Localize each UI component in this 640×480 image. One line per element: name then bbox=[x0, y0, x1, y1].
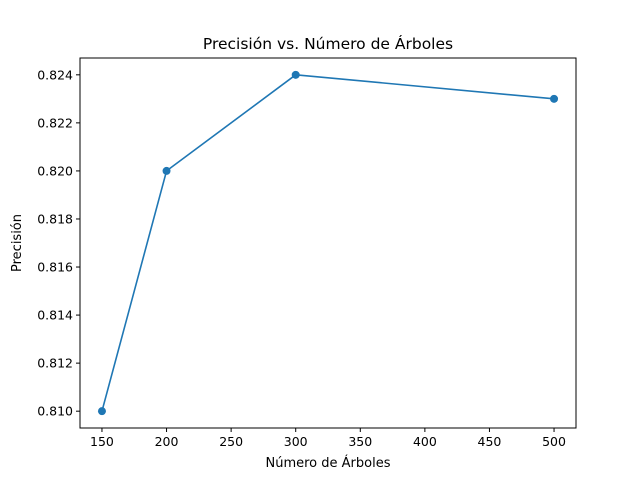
series-line bbox=[101, 74, 555, 412]
chart-title: Precisión vs. Número de Árboles bbox=[203, 34, 453, 53]
axes-frame bbox=[79, 57, 577, 429]
x-tick-label: 200 bbox=[155, 434, 179, 449]
y-tick-label: 0.820 bbox=[37, 163, 73, 178]
x-axis: 150 200 250 300 350 400 450 500 bbox=[90, 428, 566, 449]
data-point bbox=[550, 94, 559, 103]
plot-area bbox=[80, 58, 576, 428]
data-point bbox=[162, 166, 171, 175]
series-layer bbox=[97, 70, 559, 416]
data-point bbox=[291, 70, 300, 79]
x-tick-label: 400 bbox=[413, 434, 437, 449]
data-point bbox=[97, 407, 106, 416]
x-tick-label: 500 bbox=[542, 434, 566, 449]
y-tick-label: 0.818 bbox=[37, 211, 73, 226]
y-tick-label: 0.814 bbox=[37, 308, 73, 323]
x-tick-label: 350 bbox=[348, 434, 372, 449]
x-tick-label: 150 bbox=[90, 434, 114, 449]
x-tick-label: 300 bbox=[284, 434, 308, 449]
x-tick-label: 250 bbox=[219, 434, 243, 449]
y-axis-label: Precisión bbox=[10, 214, 25, 272]
y-tick-label: 0.824 bbox=[37, 67, 73, 82]
y-tick-label: 0.822 bbox=[37, 115, 73, 130]
y-axis: 0.810 0.812 0.814 0.816 0.818 0.820 0.822 0.824 bbox=[37, 67, 80, 419]
y-tick-label: 0.816 bbox=[37, 260, 73, 275]
x-axis-label: Número de Árboles bbox=[266, 455, 391, 471]
y-tick-label: 0.810 bbox=[37, 404, 73, 419]
y-tick-label: 0.812 bbox=[37, 356, 73, 371]
x-tick-label: 450 bbox=[478, 434, 502, 449]
